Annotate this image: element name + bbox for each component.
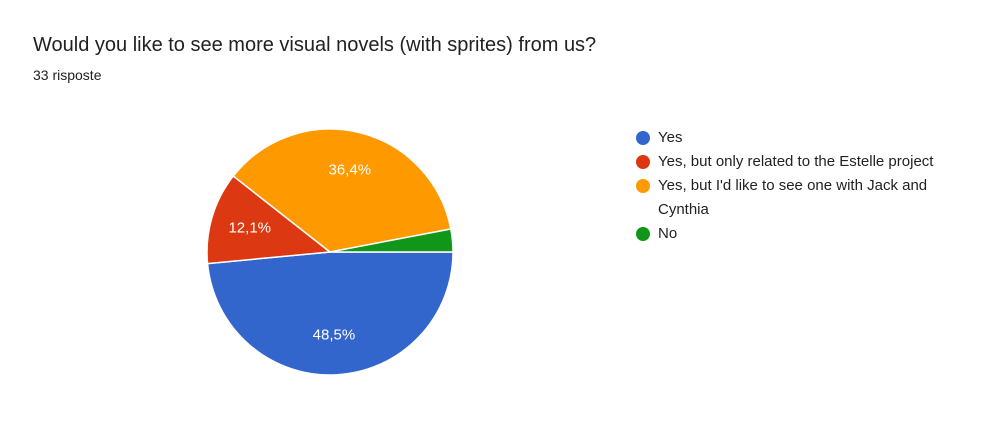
- chart-subtitle: 33 risposte: [33, 67, 102, 83]
- legend-item: Yes, but only related to the Estelle pro…: [636, 150, 966, 174]
- slice-label: 36,4%: [329, 162, 372, 179]
- chart-title: Would you like to see more visual novels…: [33, 34, 597, 56]
- legend-swatch: [636, 179, 650, 193]
- pie-slice: [206, 174, 332, 265]
- legend-label: Yes: [658, 129, 683, 146]
- slice-label: 12,1%: [228, 219, 271, 236]
- legend-label: Yes, but only related to the Estelle pro…: [658, 153, 934, 170]
- legend: Yes Yes, but only related to the Estelle …: [636, 126, 966, 246]
- legend-swatch: [636, 131, 650, 145]
- pie-slice: [206, 251, 454, 376]
- pie-slice: [232, 128, 452, 253]
- legend-label: Yes, but I'd like to see one with Jack a…: [658, 177, 928, 218]
- legend-item: Yes: [636, 126, 966, 150]
- legend-label: No: [658, 225, 678, 242]
- slice-label: 48,5%: [313, 327, 356, 344]
- pie-slice: [329, 228, 454, 253]
- legend-item: Yes, but I'd like to see one with Jack a…: [636, 174, 966, 222]
- legend-swatch: [636, 155, 650, 169]
- legend-swatch: [636, 227, 650, 241]
- legend-item: No: [636, 222, 966, 246]
